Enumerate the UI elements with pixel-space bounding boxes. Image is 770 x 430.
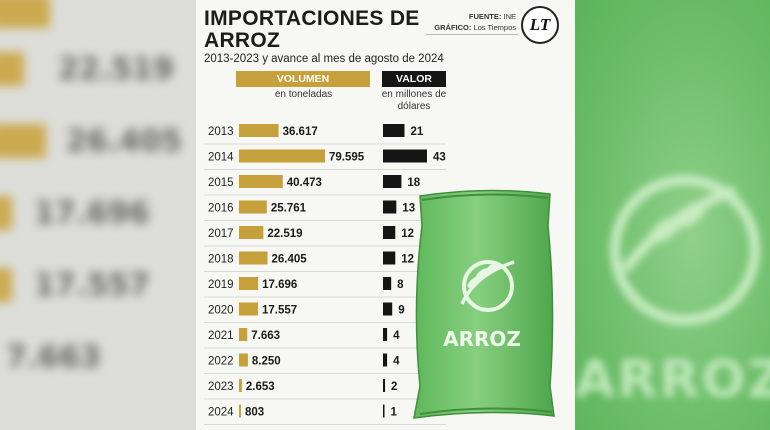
volume-value-label: 25.761 — [271, 203, 307, 215]
value-value-label: 43 — [433, 152, 446, 164]
value-bar-2017 — [383, 226, 396, 239]
value-bar-2016 — [383, 200, 397, 214]
volume-value-label: 8.250 — [252, 356, 281, 368]
value-value-label: 21 — [410, 126, 423, 138]
volume-value-label: 7.663 — [251, 330, 280, 342]
sack-label: ARROZ — [443, 327, 521, 351]
value-bar-2014 — [383, 149, 427, 163]
newspaper-logo: LT — [521, 6, 559, 44]
volume-value-label: 22.519 — [267, 228, 302, 240]
ghost-bar — [0, 124, 46, 158]
year-label-2021: 2021 — [208, 330, 234, 342]
ghost-number: 17.696 — [34, 196, 150, 231]
value-unit-label: en millones de dólares — [381, 89, 447, 112]
volume-bar-2015 — [239, 175, 283, 188]
value-bar-2019 — [383, 277, 392, 290]
value-bar-2018 — [383, 251, 396, 265]
year-label-2024: 2024 — [208, 407, 234, 419]
value-value-label: 8 — [397, 279, 404, 291]
year-label-2018: 2018 — [208, 254, 234, 266]
value-bar-2023 — [383, 379, 386, 392]
ghost-arroz-text: ARROZ — [575, 350, 770, 410]
ghost-number: 26.405 — [66, 124, 182, 159]
ghost-number: 22.519 — [58, 52, 174, 87]
source-label: FUENTE: — [468, 12, 502, 21]
year-label-2023: 2023 — [208, 381, 234, 393]
volume-bar-2017 — [239, 226, 264, 239]
infographic-card: IMPORTACIONES DE ARROZ 2013-2023 y avanc… — [196, 0, 575, 430]
volume-value-label: 26.405 — [272, 254, 308, 266]
ghost-bar — [0, 196, 12, 230]
ghost-number: 7.663 — [6, 340, 101, 375]
volume-bar-2021 — [239, 328, 248, 341]
year-label-2013: 2013 — [208, 126, 234, 138]
wheat-logo-icon — [610, 175, 760, 325]
chart-title: IMPORTACIONES DE ARROZ — [204, 7, 420, 52]
year-label-2014: 2014 — [208, 152, 234, 164]
volume-bar-2014 — [239, 149, 325, 163]
value-value-label: 2 — [391, 381, 397, 393]
volume-bar-2024 — [239, 404, 241, 418]
rice-sack-illustration: ARROZ — [413, 189, 555, 419]
value-value-label: 12 — [401, 228, 414, 240]
ghost-number: 17.557 — [34, 268, 150, 303]
ghost-bar — [0, 268, 12, 302]
volume-bar-2019 — [239, 277, 259, 290]
volume-value-label: 36.617 — [283, 126, 318, 138]
volume-bar-2016 — [239, 200, 267, 214]
wheat-logo-icon — [460, 260, 515, 312]
value-bar-2022 — [383, 353, 388, 367]
graphic-label: GRÁFICO: — [434, 23, 472, 32]
year-label-2022: 2022 — [208, 356, 234, 368]
divider — [426, 34, 518, 35]
value-bar-2013 — [383, 124, 405, 137]
chart-subtitle: 2013-2023 y avance al mes de agosto de 2… — [204, 53, 444, 65]
value-value-label: 12 — [401, 254, 414, 266]
volume-value-label: 17.696 — [262, 279, 297, 291]
source-credits: FUENTE: INE GRÁFICO: Los Tiempos — [426, 11, 516, 33]
value-value-label: 4 — [393, 356, 400, 368]
volume-bar-2023 — [239, 379, 242, 392]
volume-value-label: 40.473 — [287, 177, 322, 189]
volume-column-header: VOLUMEN — [236, 71, 370, 87]
year-label-2015: 2015 — [208, 177, 234, 189]
volume-value-label: 2.653 — [246, 381, 275, 393]
graphic-value: Los Tiempos — [473, 23, 516, 32]
source-value: INE — [503, 12, 516, 21]
value-value-label: 4 — [393, 330, 400, 342]
volume-bar-2022 — [239, 353, 248, 367]
blurred-background-right: ARROZ — [575, 0, 770, 430]
value-column-header: VALOR — [382, 71, 446, 87]
volume-value-label: 803 — [245, 407, 264, 419]
volume-bar-2020 — [239, 302, 258, 316]
year-label-2016: 2016 — [208, 203, 234, 215]
ghost-bar — [0, 0, 50, 28]
value-bar-2021 — [383, 328, 388, 341]
value-value-label: 13 — [402, 203, 415, 215]
year-label-2019: 2019 — [208, 279, 234, 291]
volume-unit-label: en toneladas — [274, 89, 333, 100]
value-bar-2015 — [383, 175, 402, 188]
volume-bar-2013 — [239, 124, 279, 137]
blurred-background-left: 22.519 26.405 17.696 17.557 7.663 — [0, 0, 200, 430]
value-value-label: 9 — [398, 305, 404, 317]
year-label-2020: 2020 — [208, 305, 234, 317]
year-label-2017: 2017 — [208, 228, 234, 240]
volume-value-label: 79.595 — [329, 152, 365, 164]
ghost-bar — [0, 52, 24, 86]
value-bar-2020 — [383, 302, 393, 316]
value-value-label: 18 — [407, 177, 420, 189]
volume-bar-2018 — [239, 251, 268, 265]
volume-value-label: 17.557 — [262, 305, 297, 317]
value-value-label: 1 — [391, 407, 398, 419]
value-bar-2024 — [383, 404, 385, 418]
